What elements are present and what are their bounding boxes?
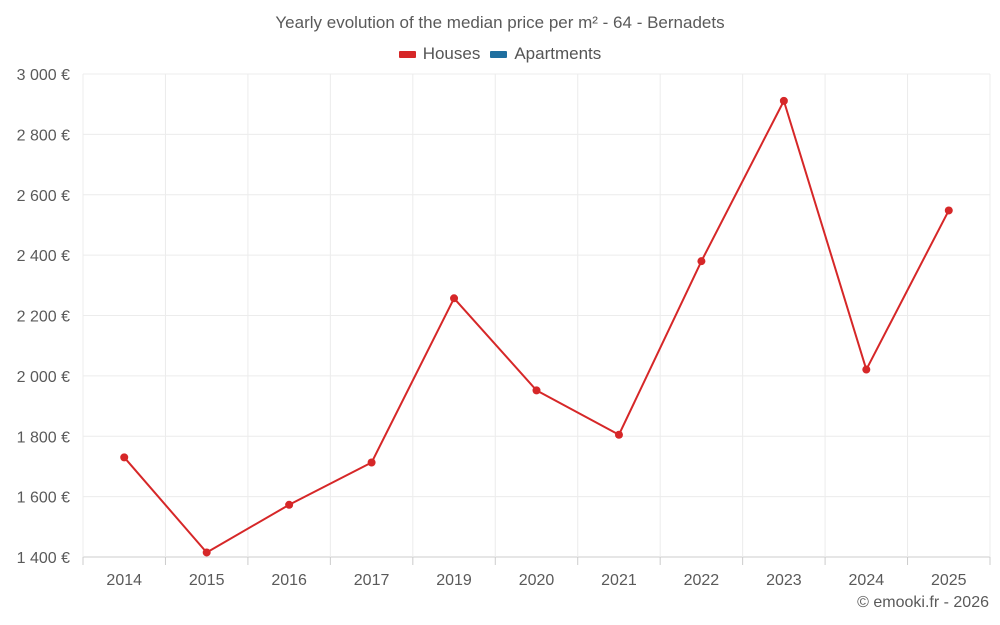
x-tick-label: 2019: [436, 572, 472, 589]
y-tick-label: 2 800 €: [17, 127, 70, 144]
x-tick-label: 2025: [931, 572, 967, 589]
x-tick-label: 2023: [766, 572, 802, 589]
legend: Houses Apartments: [0, 44, 1000, 64]
data-point-houses[interactable]: [285, 500, 294, 509]
y-tick-label: 2 200 €: [17, 309, 70, 326]
legend-item-houses[interactable]: Houses: [398, 44, 481, 64]
chart-title: Yearly evolution of the median price per…: [275, 13, 725, 32]
y-tick-label: 2 000 €: [17, 369, 70, 386]
x-tick-label: 2016: [271, 572, 307, 589]
x-tick-label: 2022: [684, 572, 720, 589]
legend-label-houses: Houses: [422, 44, 481, 63]
data-point-houses[interactable]: [120, 453, 129, 462]
data-point-houses[interactable]: [779, 96, 788, 105]
y-tick-label: 1 800 €: [17, 429, 70, 446]
y-tick-label: 2 400 €: [17, 248, 70, 265]
data-point-houses[interactable]: [697, 257, 706, 266]
grid: [82, 73, 991, 558]
data-point-houses[interactable]: [614, 430, 623, 439]
x-tick-label: 2014: [106, 572, 142, 589]
data-point-houses[interactable]: [450, 294, 459, 303]
data-point-houses[interactable]: [202, 548, 211, 557]
x-tick-label: 2024: [849, 572, 885, 589]
y-tick-label: 1 400 €: [17, 550, 70, 567]
data-point-houses[interactable]: [367, 458, 376, 467]
legend-item-apartments[interactable]: Apartments: [490, 44, 601, 64]
legend-swatch-apartments: [490, 50, 508, 58]
series-houses: [120, 96, 953, 557]
copyright-text: © emooki.fr - 2026: [857, 594, 989, 611]
legend-label-apartments: Apartments: [514, 44, 602, 63]
data-point-houses[interactable]: [532, 386, 541, 395]
x-tick-label: 2015: [189, 572, 225, 589]
y-tick-label: 2 600 €: [17, 188, 70, 205]
axes: 1 400 € 1 600 € 1 800 € 2 000 € 2 200 € 2 400…: [17, 67, 991, 589]
x-tick-label: 2020: [519, 572, 555, 589]
x-tick-label: 2021: [601, 572, 637, 589]
legend-swatch-houses: [398, 50, 416, 58]
x-tick-label: 2017: [354, 572, 390, 589]
data-point-houses[interactable]: [862, 365, 871, 374]
data-point-houses[interactable]: [944, 206, 953, 215]
y-tick-label: 3 000 €: [17, 67, 70, 84]
y-tick-label: 1 600 €: [17, 490, 70, 507]
